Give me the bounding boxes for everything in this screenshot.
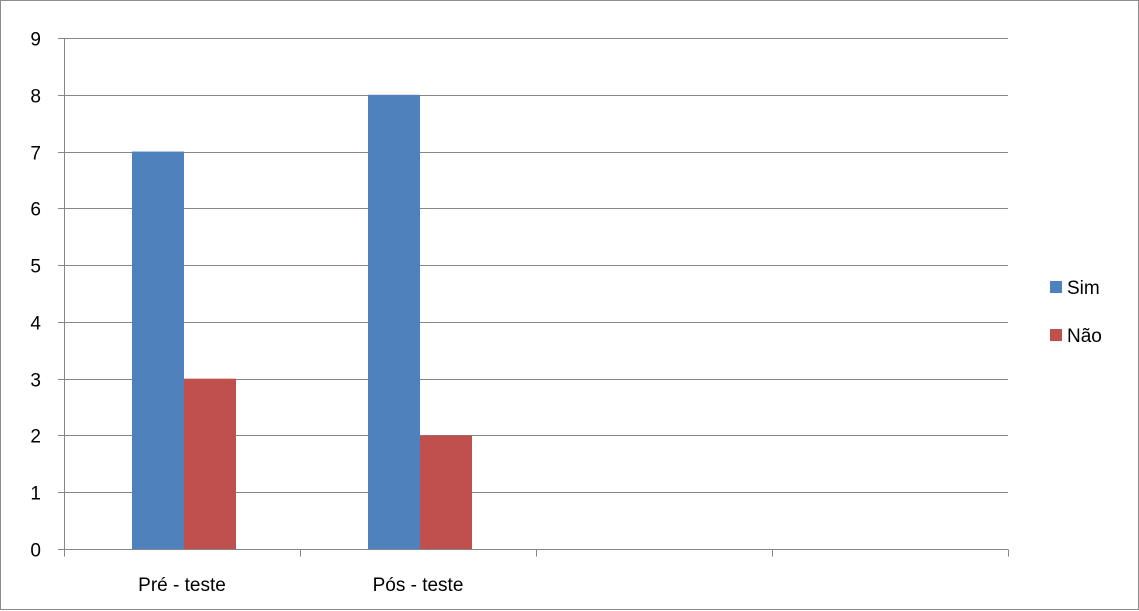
y-tick-label: 2 — [30, 427, 41, 448]
y-tick-label: 0 — [30, 541, 41, 562]
y-tick-label: 6 — [30, 200, 41, 221]
legend: Sim Não — [1050, 278, 1102, 347]
y-tick-label: 7 — [30, 144, 41, 165]
legend-label: Não — [1067, 326, 1102, 347]
x-category-label: Pós - teste — [373, 575, 464, 596]
legend-swatch-no — [1050, 329, 1062, 341]
x-category-label: Pré - teste — [138, 575, 226, 596]
legend-label: Sim — [1067, 278, 1100, 299]
y-tick-label: 1 — [30, 484, 41, 505]
y-tick-label: 4 — [30, 314, 41, 335]
bars — [132, 94, 472, 550]
bar-no-1 — [420, 435, 472, 550]
y-tick-label: 3 — [30, 371, 41, 392]
axes — [58, 38, 1009, 557]
y-tick-label: 9 — [30, 30, 41, 51]
bar-sim-1 — [368, 94, 420, 550]
bar-sim-0 — [132, 151, 184, 550]
bar-no-0 — [184, 378, 236, 550]
y-tick-label: 5 — [30, 257, 41, 278]
axis-labels: 0 1 2 3 4 5 6 7 8 9 Pré - teste Pós - teste — [30, 30, 463, 597]
y-tick-label: 8 — [30, 87, 41, 108]
legend-swatch-sim — [1050, 281, 1062, 293]
